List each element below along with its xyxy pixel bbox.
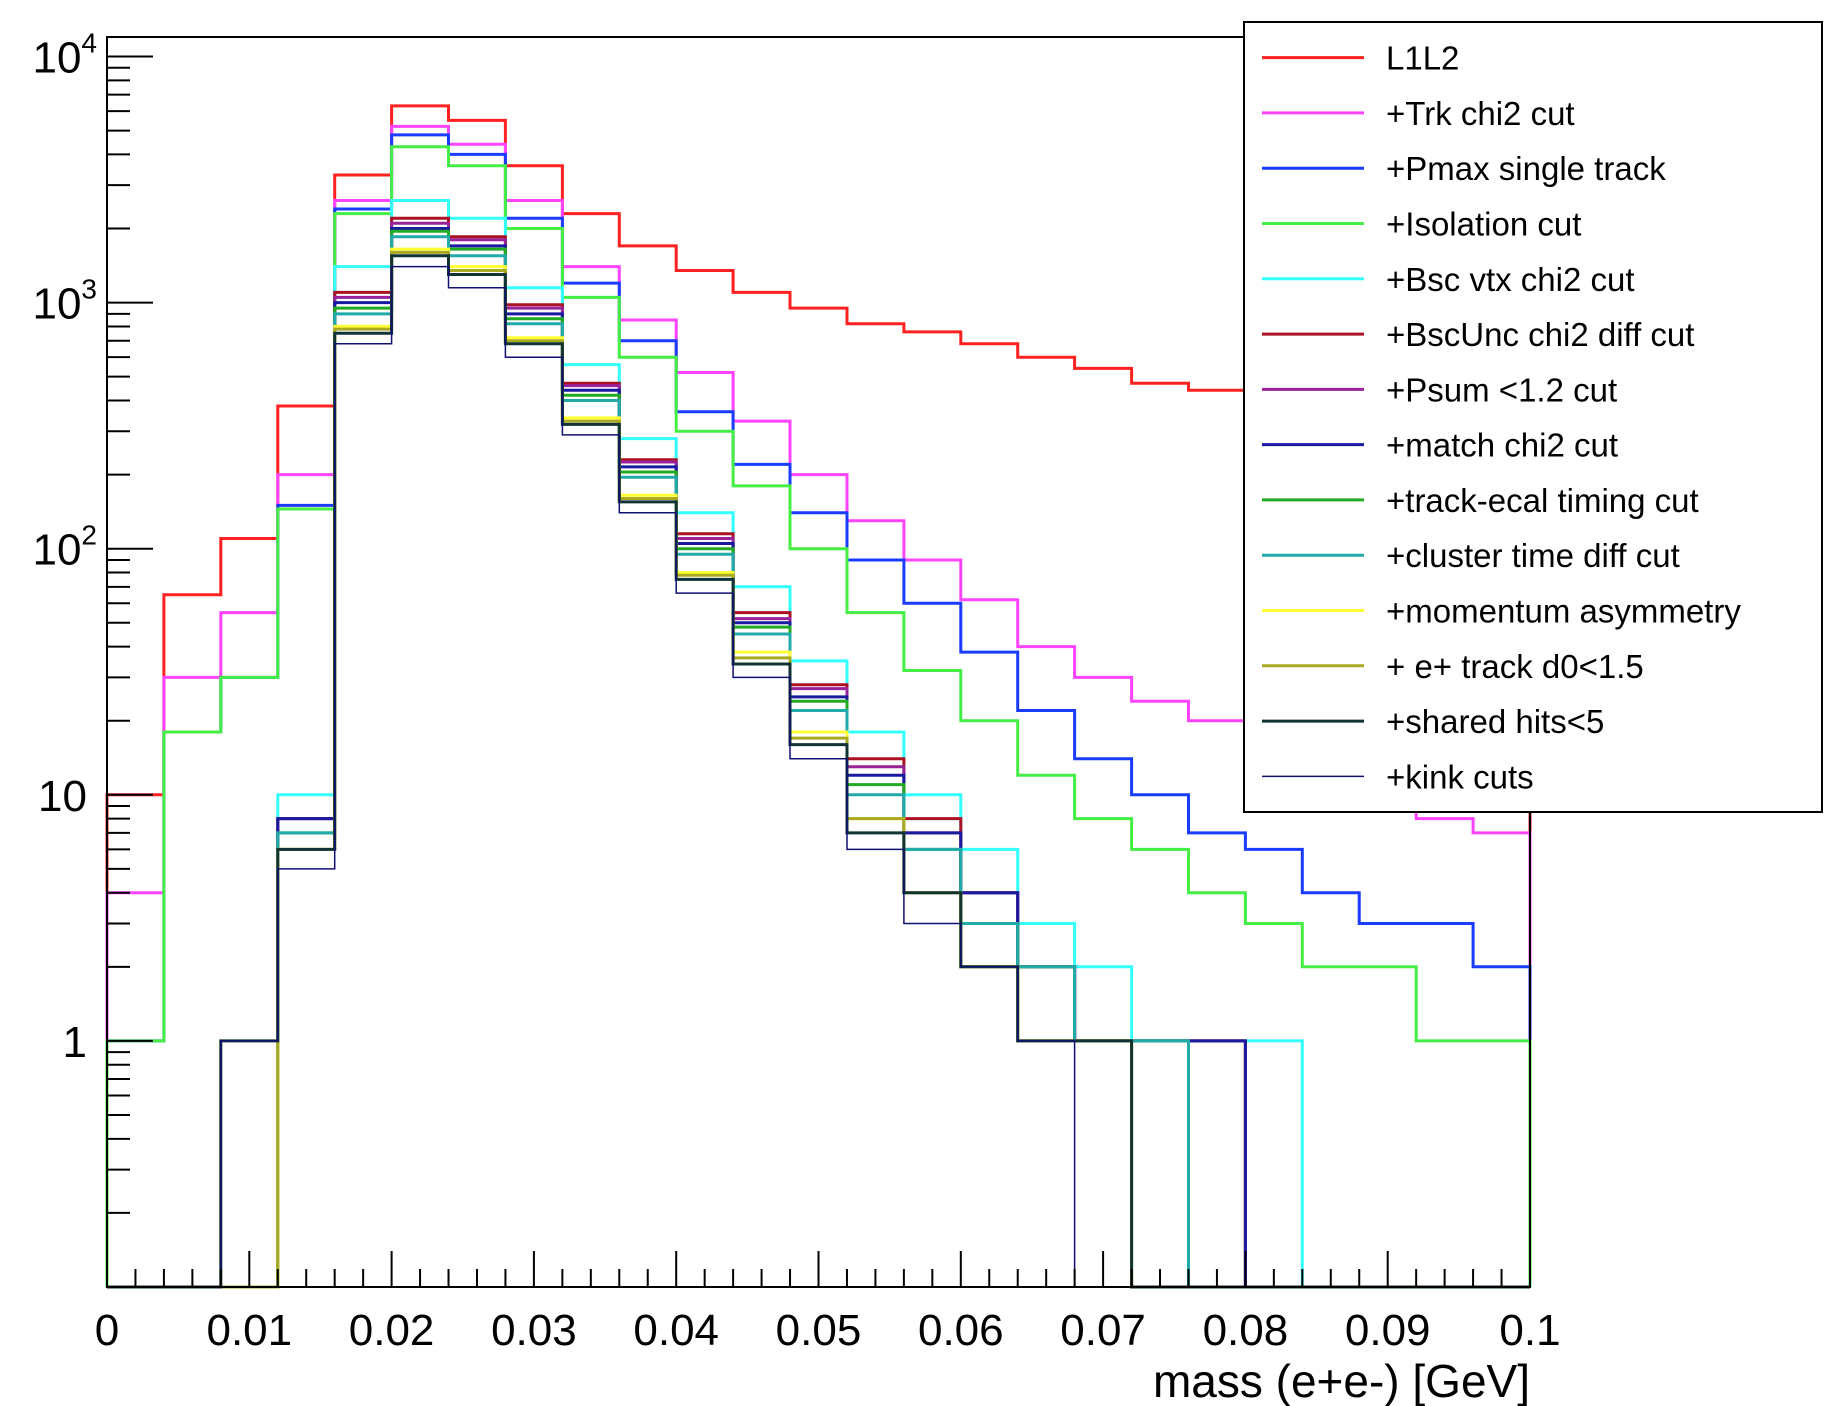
y-axis: 1 10 102 103 104 bbox=[32, 27, 153, 1288]
x-tick-label: 0.05 bbox=[776, 1306, 862, 1355]
x-tick-label: 0.02 bbox=[349, 1306, 435, 1355]
legend-label: +cluster time diff cut bbox=[1386, 537, 1680, 574]
legend-label: +Bsc vtx chi2 cut bbox=[1386, 261, 1635, 298]
x-tick-label: 0.1 bbox=[1499, 1306, 1560, 1355]
x-axis-title: mass (e+e-) [GeV] bbox=[1153, 1355, 1530, 1406]
y-tick-label: 103 bbox=[32, 274, 97, 329]
x-tick-label: 0.08 bbox=[1203, 1306, 1289, 1355]
x-tick-label: 0.06 bbox=[918, 1306, 1004, 1355]
legend-label: +Pmax single track bbox=[1386, 150, 1666, 187]
series-8-line bbox=[107, 227, 1530, 1289]
y-tick-label: 102 bbox=[32, 520, 97, 575]
legend-label: L1L2 bbox=[1386, 40, 1459, 77]
legend: L1L2 +Trk chi2 cut +Pmax single track +Isol… bbox=[1243, 21, 1823, 813]
legend-label: +Isolation cut bbox=[1386, 206, 1581, 243]
y-tick-label: 104 bbox=[32, 27, 97, 82]
x-tick-label: 0.01 bbox=[206, 1306, 292, 1355]
x-tick-label: 0.09 bbox=[1345, 1306, 1431, 1355]
legend-label: +kink cuts bbox=[1386, 758, 1534, 795]
legend-label: +shared hits<5 bbox=[1386, 703, 1604, 740]
legend-label: +match chi2 cut bbox=[1386, 427, 1618, 464]
series-10-line bbox=[107, 235, 1530, 1289]
x-tick-label: 0.03 bbox=[491, 1306, 577, 1355]
legend-label: +Trk chi2 cut bbox=[1386, 95, 1575, 132]
x-axis: 0 0.01 0.02 0.03 0.04 0.05 0.06 0.07 0.08 0.09 0.1 bbox=[95, 1251, 1561, 1355]
legend-label: +momentum asymmetry bbox=[1386, 593, 1741, 630]
legend-label: + e+ track d0<1.5 bbox=[1386, 648, 1644, 685]
legend-label: +Psum <1.2 cut bbox=[1386, 371, 1617, 408]
x-tick-label: 0.04 bbox=[633, 1306, 719, 1355]
x-tick-label: 0 bbox=[95, 1306, 119, 1355]
y-tick-label: 10 bbox=[38, 772, 87, 821]
legend-box bbox=[1243, 21, 1823, 813]
legend-label: +BscUnc chi2 diff cut bbox=[1386, 316, 1694, 353]
legend-label: +track-ecal timing cut bbox=[1386, 482, 1699, 519]
x-tick-label: 0.07 bbox=[1060, 1306, 1146, 1355]
y-tick-label: 1 bbox=[63, 1018, 87, 1067]
